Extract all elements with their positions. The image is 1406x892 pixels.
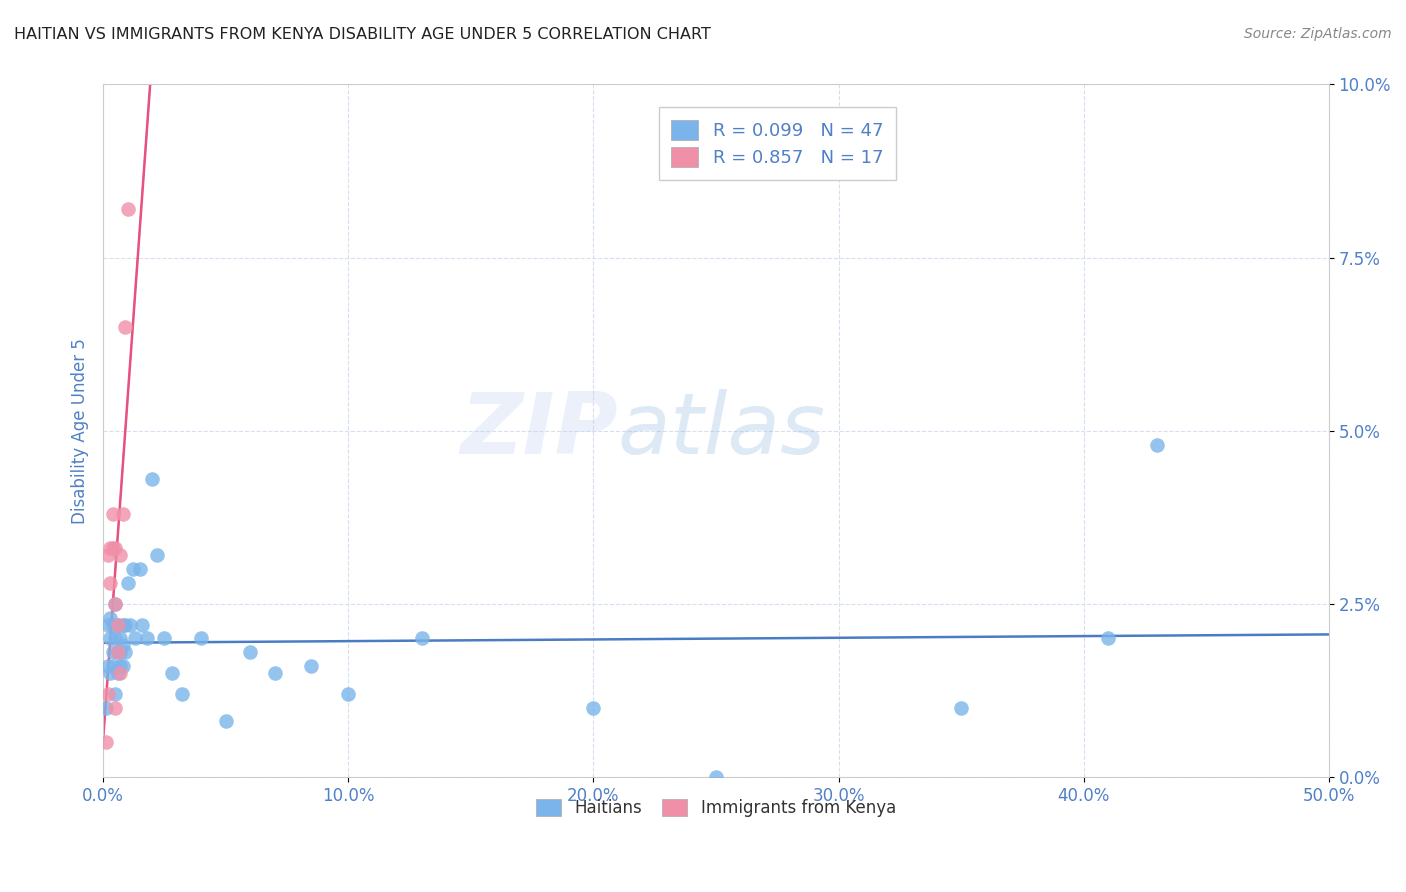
Point (111, 617, 134, 632)
Point (950, 700, 973, 714)
Point (114, 617, 136, 632)
Point (100, 541, 122, 556)
Point (107, 617, 129, 632)
Point (1097, 632, 1119, 646)
Point (101, 645, 124, 659)
Point (215, 714, 238, 729)
Point (301, 659, 323, 673)
Text: Source: ZipAtlas.com: Source: ZipAtlas.com (1244, 27, 1392, 41)
Point (160, 665, 183, 680)
Point (97, 617, 120, 632)
Point (110, 665, 132, 680)
Point (101, 507, 124, 521)
Point (100, 610, 122, 624)
Point (170, 687, 193, 701)
Point (97, 659, 120, 673)
Point (101, 541, 124, 556)
Point (104, 632, 127, 646)
Point (107, 645, 129, 659)
Point (104, 541, 127, 556)
Point (107, 617, 129, 632)
Point (100, 665, 122, 680)
Point (110, 645, 132, 659)
Point (1146, 437, 1168, 451)
Point (97, 549, 120, 563)
Point (104, 597, 127, 611)
Point (100, 576, 122, 591)
Point (263, 665, 285, 680)
Point (337, 687, 360, 701)
Point (110, 549, 132, 563)
Point (136, 632, 159, 646)
Point (101, 617, 124, 632)
Point (94, 735, 117, 749)
Point (117, 576, 139, 591)
Point (411, 632, 433, 646)
Point (101, 659, 124, 673)
Point (153, 632, 176, 646)
Text: ZIP: ZIP (460, 389, 617, 472)
Point (111, 638, 134, 652)
Point (100, 632, 122, 646)
Point (117, 202, 139, 216)
Point (146, 549, 169, 563)
Point (129, 562, 152, 576)
Point (131, 617, 153, 632)
Text: HAITIAN VS IMMIGRANTS FROM KENYA DISABILITY AGE UNDER 5 CORRELATION CHART: HAITIAN VS IMMIGRANTS FROM KENYA DISABIL… (14, 27, 711, 42)
Point (104, 700, 127, 714)
Point (110, 632, 132, 646)
Point (704, 770, 727, 784)
Point (124, 632, 146, 646)
Point (94, 700, 117, 714)
Point (190, 632, 212, 646)
Point (114, 319, 136, 334)
Point (97, 687, 120, 701)
Point (582, 700, 605, 714)
Text: atlas: atlas (617, 389, 825, 472)
Legend: Haitians, Immigrants from Kenya: Haitians, Immigrants from Kenya (530, 792, 903, 824)
Point (120, 617, 142, 632)
Point (104, 687, 127, 701)
Y-axis label: Disability Age Under 5: Disability Age Under 5 (72, 338, 89, 524)
Point (107, 665, 129, 680)
Point (111, 507, 134, 521)
Point (121, 562, 143, 576)
Point (104, 597, 127, 611)
Point (111, 659, 134, 673)
Point (110, 659, 132, 673)
Point (239, 645, 262, 659)
Point (107, 645, 129, 659)
Point (114, 645, 136, 659)
Point (141, 472, 163, 486)
